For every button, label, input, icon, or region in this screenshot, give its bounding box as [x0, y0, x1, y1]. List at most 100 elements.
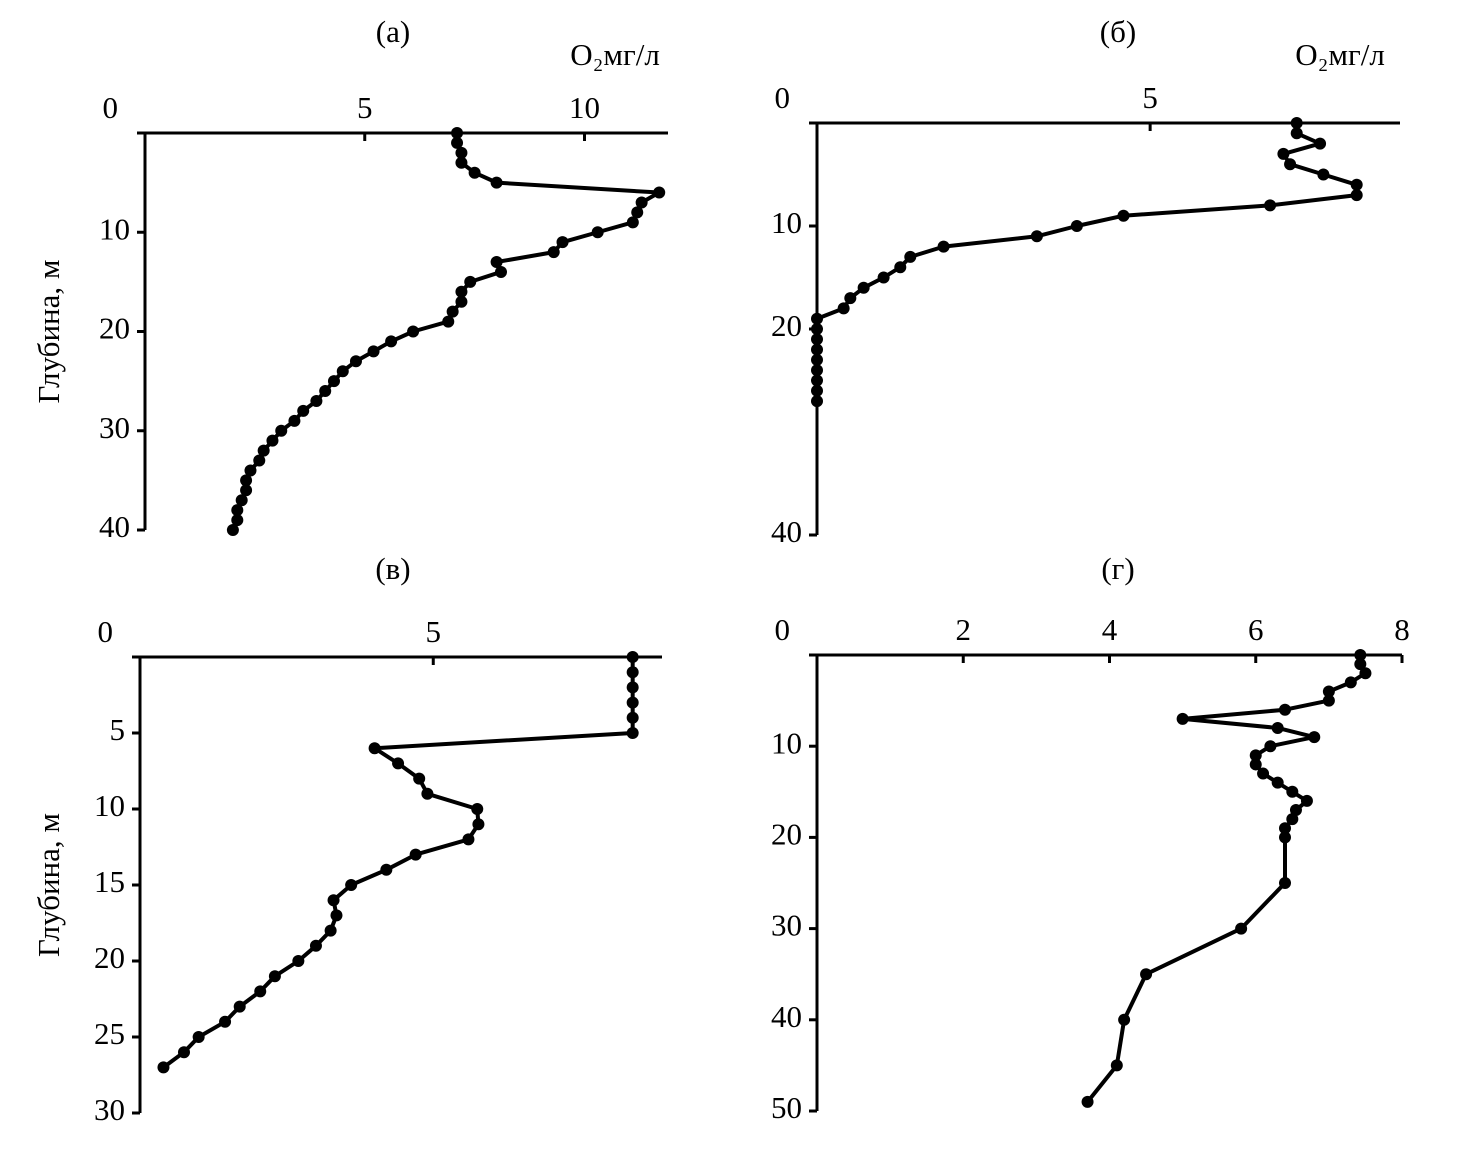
data-point — [1279, 703, 1291, 716]
data-point — [266, 434, 279, 447]
profile-line — [162, 657, 635, 1070]
data-point — [1279, 822, 1291, 835]
data-point — [1271, 776, 1284, 789]
data-point — [1354, 658, 1367, 671]
data-point — [385, 335, 398, 348]
data-point — [626, 216, 639, 229]
data-point — [1277, 147, 1290, 160]
data-point — [368, 742, 381, 755]
data-point — [455, 156, 468, 169]
data-point — [1070, 220, 1083, 232]
y-axis-label: Глубина, м — [31, 813, 66, 957]
data-point — [1110, 1059, 1123, 1072]
data-point — [1359, 667, 1372, 680]
data-point — [1300, 794, 1313, 807]
data-point — [1350, 189, 1363, 202]
data-point — [591, 226, 604, 239]
data-point — [1344, 676, 1357, 689]
data-point — [1279, 877, 1291, 889]
data-point — [244, 464, 257, 477]
data-point — [409, 848, 422, 861]
data-point — [451, 127, 464, 139]
data-point — [231, 504, 244, 517]
data-point — [811, 364, 823, 377]
data-point — [904, 250, 917, 263]
data-point — [219, 1015, 232, 1028]
data-point — [455, 285, 468, 298]
data-point — [288, 414, 301, 427]
x-tick-label: 5 — [1142, 80, 1158, 115]
y-tick-label: 5 — [110, 712, 126, 747]
data-point — [442, 315, 455, 328]
profile-line — [1085, 655, 1368, 1104]
data-point — [257, 444, 270, 457]
data-point — [811, 343, 823, 356]
y-tick-label: 30 — [771, 908, 802, 943]
data-point — [626, 681, 639, 694]
data-point — [811, 384, 823, 397]
data-point — [894, 261, 907, 274]
y-tick-label: 0 — [775, 80, 791, 115]
panel-title: (г) — [1101, 551, 1134, 586]
data-point — [1284, 158, 1297, 171]
x-tick-label: 6 — [1248, 612, 1264, 647]
data-point — [327, 894, 340, 907]
panel: (б) O₂мг/л 5 0 10 20 40 — [771, 14, 1400, 549]
data-point — [844, 292, 857, 305]
y-tick-label: 15 — [94, 864, 125, 899]
data-point — [494, 265, 507, 278]
data-point — [1350, 178, 1363, 191]
data-point — [345, 879, 358, 891]
panel-title: (б) — [1100, 14, 1136, 49]
data-point — [327, 375, 340, 388]
data-point — [1322, 694, 1335, 707]
data-point — [309, 939, 322, 952]
data-point — [1140, 968, 1153, 981]
data-point — [490, 256, 503, 269]
data-point — [811, 323, 823, 335]
data-point — [1030, 230, 1043, 243]
data-point — [407, 325, 420, 338]
profile-line — [231, 133, 662, 531]
data-point — [1286, 785, 1299, 798]
data-point — [626, 727, 639, 739]
data-point — [231, 514, 244, 527]
data-point — [626, 666, 639, 679]
y-tick-label: 25 — [94, 1016, 125, 1051]
data-point — [1257, 767, 1270, 780]
data-point — [233, 1000, 246, 1013]
data-point — [235, 494, 248, 507]
data-point — [192, 1031, 205, 1043]
data-point — [253, 454, 266, 467]
y-tick-label: 40 — [99, 509, 130, 544]
x-axis-label: O₂мг/л — [1295, 37, 1385, 72]
data-point — [380, 863, 393, 876]
x-tick-label: 5 — [426, 614, 442, 649]
y-tick-label: 30 — [99, 410, 130, 445]
y-tick-label: 0 — [103, 90, 119, 125]
data-point — [1317, 168, 1330, 181]
data-point — [310, 394, 323, 407]
data-point — [1279, 831, 1291, 844]
data-point — [811, 333, 823, 346]
data-point — [413, 772, 426, 785]
data-point — [626, 711, 639, 724]
data-point — [472, 818, 485, 831]
x-tick-label: 4 — [1102, 612, 1118, 647]
y-tick-label: 20 — [99, 311, 130, 346]
data-point — [1290, 117, 1303, 129]
y-axis-label: Глубина, м — [31, 260, 66, 404]
x-tick-label: 5 — [357, 90, 373, 125]
data-point — [297, 404, 310, 417]
x-tick-label: 8 — [1394, 612, 1410, 647]
data-point — [446, 305, 459, 318]
data-point — [1314, 137, 1327, 150]
y-tick-label: 20 — [771, 308, 802, 343]
data-point — [547, 246, 560, 259]
data-point — [367, 345, 380, 358]
data-point — [1322, 685, 1335, 698]
data-point — [1235, 922, 1248, 935]
data-point — [455, 146, 468, 159]
panel: (а) O₂мг/л Глубина, м 5 10 0 10 20 30 40 — [31, 14, 668, 544]
